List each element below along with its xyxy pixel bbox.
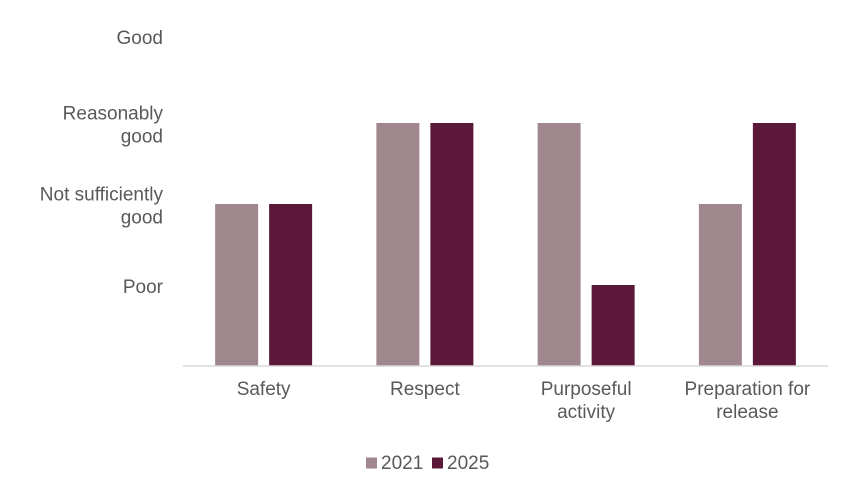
bar-2021-respect	[376, 123, 420, 366]
legend-swatch-2021	[366, 457, 377, 469]
legend-swatch-2025	[432, 457, 443, 469]
bar-2025-purposeful-activity	[591, 285, 635, 366]
bar-2021-purposeful-activity	[537, 123, 581, 366]
y-level-label: good	[121, 127, 163, 148]
y-level-label: Reasonably	[63, 104, 164, 125]
y-level-label: Not sufficiently	[40, 185, 164, 206]
bar-2021-preparation-for-release	[698, 204, 742, 366]
legend: 2021 2025	[366, 453, 489, 474]
legend-label-2025: 2025	[447, 453, 489, 474]
bar-2025-preparation-for-release	[752, 123, 796, 366]
bar-2025-safety	[269, 204, 313, 366]
x-category-label: release	[716, 402, 778, 423]
x-category-label: Safety	[237, 379, 291, 400]
y-level-label: good	[121, 208, 163, 229]
bars	[215, 123, 796, 366]
bar-2021-safety	[215, 204, 259, 366]
x-category-label: Respect	[390, 379, 460, 400]
y-level-label: Poor	[123, 277, 164, 298]
y-level-label: Good	[117, 28, 163, 49]
x-category-label: activity	[557, 402, 616, 423]
x-category-label: Preparation for	[685, 379, 811, 400]
legend-label-2021: 2021	[381, 453, 423, 474]
bar-2025-respect	[430, 123, 474, 366]
x-category-label: Purposeful	[541, 379, 632, 400]
